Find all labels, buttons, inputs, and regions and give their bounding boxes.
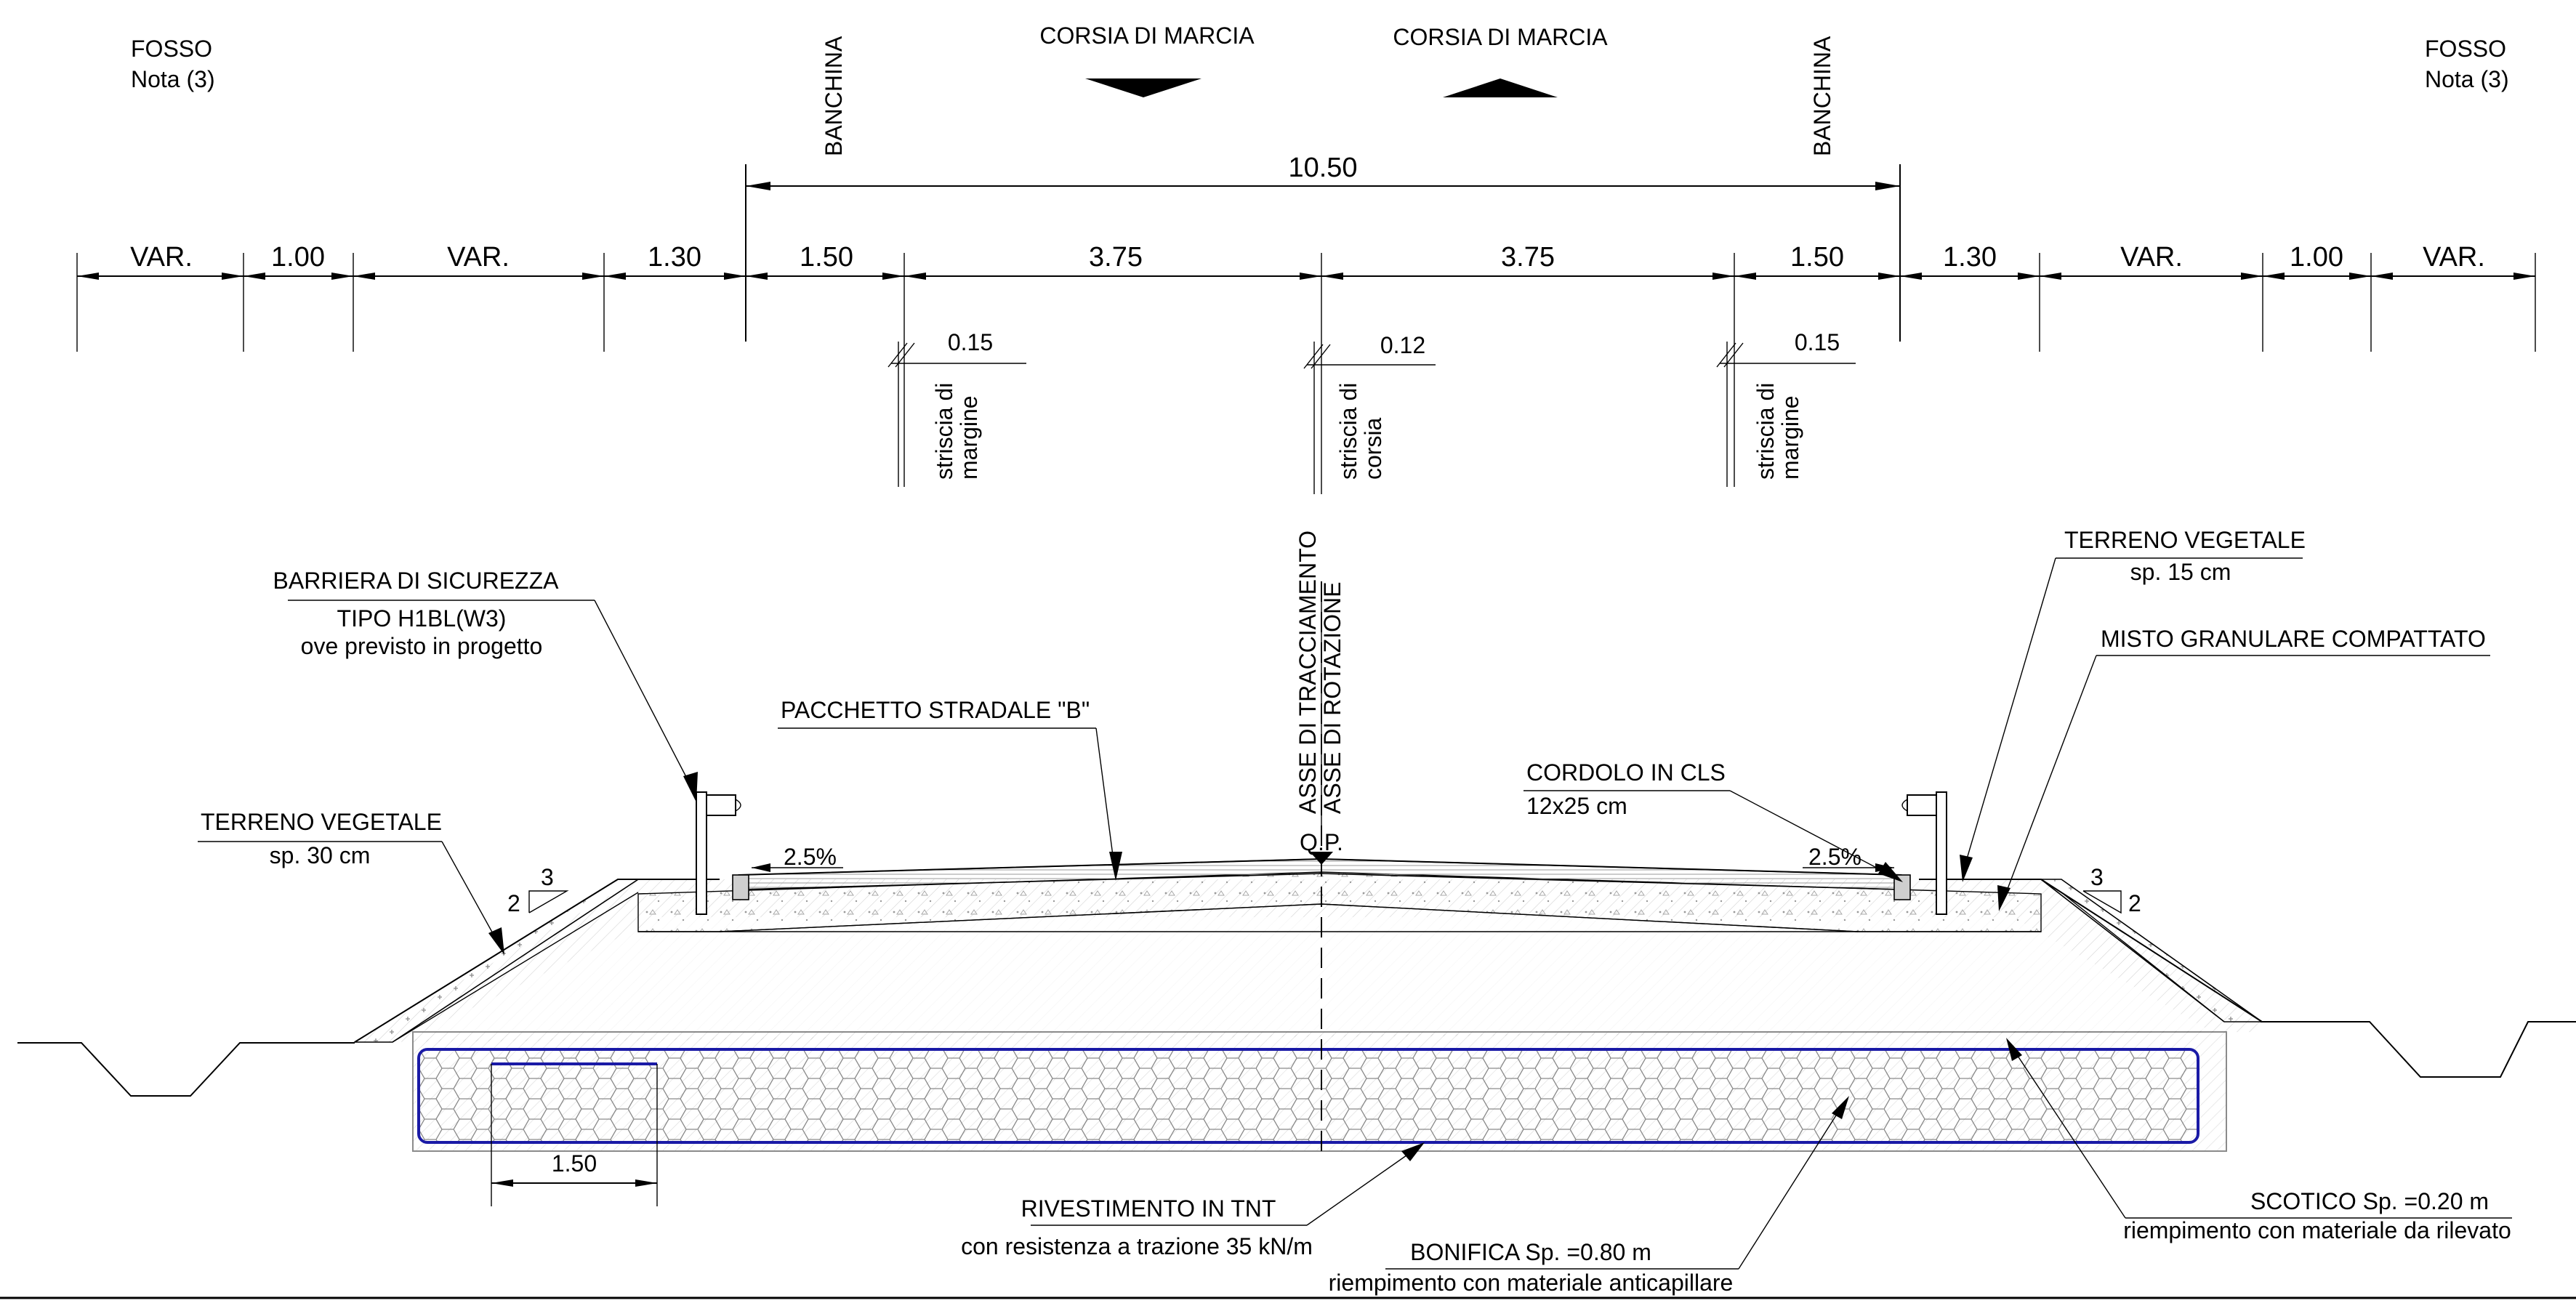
dim-seg-3: VAR. — [447, 242, 510, 273]
stripe-lane-center: 0.12 striscia di corsia — [1303, 332, 1436, 494]
segment-dimension-chain: VAR. 1.00 VAR. 1.30 1.50 3.75 3.75 1.50 … — [76, 242, 2536, 494]
slope-left-indicator: 2.5% — [752, 844, 843, 872]
barriera-tipo: TIPO H1BL(W3) — [337, 605, 507, 632]
barriera-title: BARRIERA DI SICUREZZA — [273, 568, 560, 594]
dim-seg-9: 1.30 — [1943, 242, 1997, 273]
cordolo-callout: CORDOLO IN CLS 12x25 cm — [1524, 759, 1903, 882]
curb-right — [1893, 874, 1911, 900]
slope-right-value: 2.5% — [1808, 844, 1861, 870]
slope-ratio-left-h: 3 — [541, 864, 554, 890]
asse-tracciamento-label: ASSE DI TRACCIAMENTO — [1295, 531, 1321, 814]
curb-left — [732, 874, 749, 900]
stripe-text-left-1: striscia di — [931, 383, 957, 480]
fosso-left-label: FOSSO — [131, 36, 212, 62]
bonifica-callout: BONIFICA Sp. =0.80 m riempimento con mat… — [1329, 1096, 1849, 1296]
tnt-lining — [417, 1048, 2199, 1144]
terreno-left-callout: TERRENO VEGETALE sp. 30 cm — [198, 809, 504, 955]
qp-label: Q.P. — [1300, 829, 1343, 855]
slope-ratio-left: 3 2 — [507, 864, 569, 916]
ground-line — [17, 1042, 355, 1097]
terreno-right-callout: TERRENO VEGETALE sp. 15 cm — [1960, 527, 2306, 882]
dim-seg-8: 1.50 — [1790, 242, 1844, 273]
slope-ratio-left-v: 2 — [507, 890, 520, 916]
dim-seg-7: 3.75 — [1501, 242, 1555, 273]
stripe-text-right-2: margine — [1777, 395, 1803, 480]
asse-rotazione-label: ASSE DI ROTAZIONE — [1319, 582, 1345, 814]
stripe-text-center-2: corsia — [1360, 417, 1386, 480]
scotico-callout: SCOTICO Sp. =0.20 m riempimento con mate… — [2006, 1038, 2512, 1243]
terreno-left-title: TERRENO VEGETALE — [201, 809, 442, 835]
dim-seg-12: VAR. — [2423, 242, 2485, 273]
qp-marker-icon — [1310, 852, 1333, 865]
total-width-dimension: 10.50 — [745, 153, 1901, 342]
dim-seg-4: 1.30 — [648, 242, 701, 273]
bonifica-note: riempimento con materiale anticapillare — [1329, 1270, 1734, 1296]
overlap-value: 1.50 — [552, 1150, 597, 1177]
banchina-right-label: BANCHINA — [1809, 36, 1835, 156]
slope-ratio-right: 3 2 — [2082, 864, 2141, 916]
total-width-value: 10.50 — [1288, 153, 1357, 183]
terreno-left-sp: sp. 30 cm — [270, 842, 371, 868]
bonifica-layer — [419, 1049, 2198, 1142]
slope-ratio-right-h: 3 — [2090, 864, 2104, 890]
stripe-width-left: 0.15 — [948, 329, 993, 355]
slope-ratio-right-v: 2 — [2128, 890, 2141, 916]
stripe-margin-right: 0.15 striscia di margine — [1716, 329, 1856, 487]
dim-seg-10: VAR. — [2120, 242, 2183, 273]
corsia-right-label: CORSIA DI MARCIA — [1393, 24, 1608, 50]
slope-right-indicator: 2.5% — [1803, 844, 1894, 872]
pacchetto-callout: PACCHETTO STRADALE "B" — [778, 697, 1122, 881]
direction-up-arrow-icon — [1443, 78, 1558, 97]
fosso-right-label: FOSSO — [2425, 36, 2506, 62]
bonifica-title: BONIFICA Sp. =0.80 m — [1410, 1239, 1651, 1265]
scotico-note: riempimento con materiale da rilevato — [2123, 1217, 2511, 1243]
dim-seg-5: 1.50 — [800, 242, 853, 273]
nota-right-label: Nota (3) — [2425, 66, 2509, 92]
pacchetto-label: PACCHETTO STRADALE "B" — [781, 697, 1090, 723]
scotico-title: SCOTICO Sp. =0.20 m — [2250, 1188, 2489, 1214]
rivestimento-title: RIVESTIMENTO IN TNT — [1021, 1195, 1276, 1222]
terreno-right-sp: sp. 15 cm — [2130, 559, 2231, 585]
rivestimento-note: con resistenza a trazione 35 kN/m — [961, 1233, 1313, 1259]
stripe-margin-left: 0.15 striscia di margine — [887, 329, 1026, 487]
stripe-width-center: 0.12 — [1380, 332, 1425, 358]
stripe-text-left-2: margine — [956, 395, 982, 480]
banchina-left-label: BANCHINA — [821, 36, 847, 156]
nota-left-label: Nota (3) — [131, 66, 215, 92]
barriera-note: ove previsto in progetto — [301, 633, 543, 659]
corsia-left-label: CORSIA DI MARCIA — [1039, 23, 1255, 49]
stripe-width-right: 0.15 — [1795, 329, 1840, 355]
guardrail-right-icon — [1901, 791, 1947, 915]
dim-seg-1: VAR. — [130, 242, 193, 273]
terreno-right-title: TERRENO VEGETALE — [2064, 527, 2306, 553]
guardrail-left-icon — [696, 791, 741, 915]
direction-down-arrow-icon — [1085, 78, 1202, 97]
cordolo-size: 12x25 cm — [1526, 793, 1627, 819]
slope-left-value: 2.5% — [784, 844, 837, 870]
barriera-callout: BARRIERA DI SICUREZZA TIPO H1BL(W3) ove … — [273, 568, 698, 802]
misto-callout: MISTO GRANULARE COMPATTATO — [1997, 626, 2490, 911]
cordolo-title: CORDOLO IN CLS — [1526, 759, 1726, 786]
dim-seg-11: 1.00 — [2290, 242, 2343, 273]
dim-seg-6: 3.75 — [1089, 242, 1143, 273]
misto-label: MISTO GRANULARE COMPATTATO — [2101, 626, 2486, 652]
stripe-text-right-1: striscia di — [1752, 383, 1779, 480]
overlap-dimension: 1.50 — [491, 1064, 658, 1206]
dim-seg-2: 1.00 — [271, 242, 325, 273]
stripe-text-center-1: striscia di — [1335, 383, 1361, 480]
rivestimento-callout: RIVESTIMENTO IN TNT con resistenza a tra… — [961, 1142, 1425, 1259]
